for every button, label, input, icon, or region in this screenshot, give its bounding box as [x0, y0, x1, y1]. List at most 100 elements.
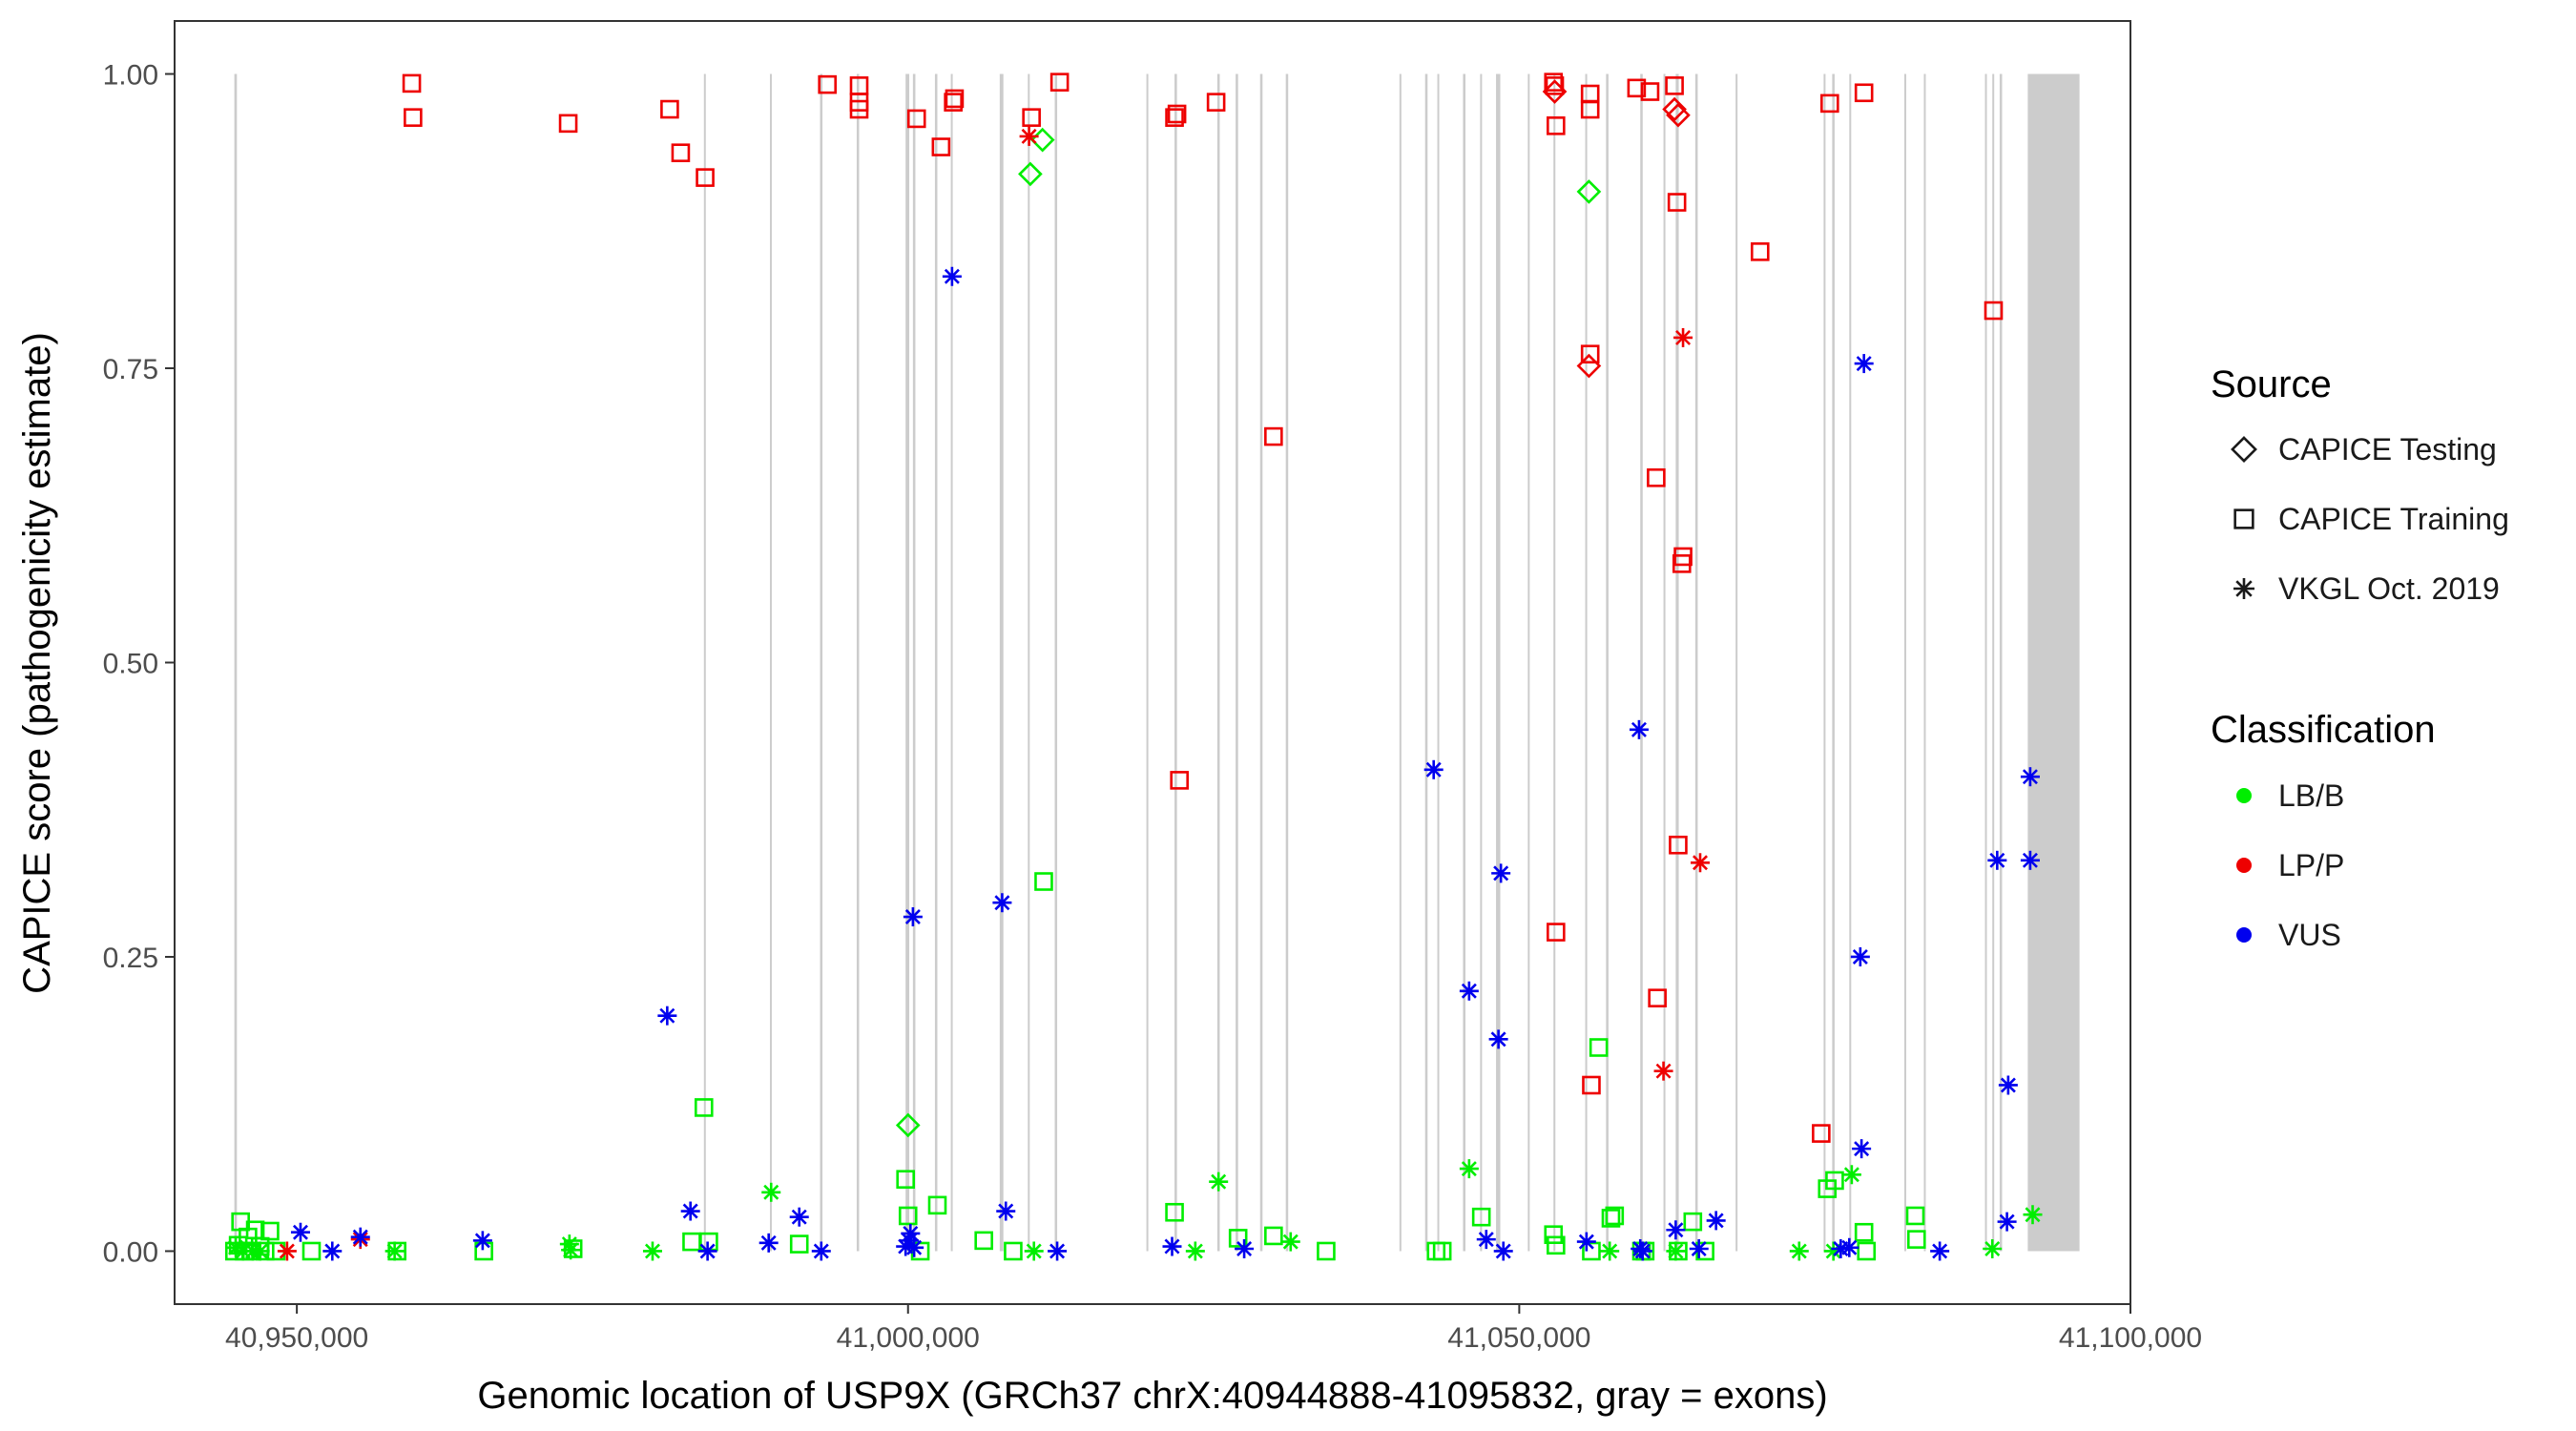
legend-key-vus — [2236, 927, 2252, 943]
legend: Source CAPICE Testing CAPICE Training VK… — [2211, 363, 2509, 952]
vkgl-oct-2019-lb-b-point-16 — [1789, 1241, 1809, 1261]
exon-band-25 — [1553, 73, 1556, 1252]
vkgl-oct-2019-lp-p-point-3 — [1653, 1061, 1673, 1081]
capice-training-lp-p-point-5 — [696, 168, 715, 187]
vkgl-oct-2019-vus-point-22 — [1459, 981, 1479, 1001]
exon-band-0 — [234, 73, 238, 1252]
exon-band-23 — [1496, 73, 1501, 1252]
capice-training-lp-p-point-20 — [1264, 426, 1283, 446]
vkgl-oct-2019-vus-point-33 — [1706, 1211, 1726, 1231]
exon-band-36 — [1903, 73, 1906, 1252]
legend-classification-title: Classification — [2211, 709, 2436, 751]
plot-panel-border — [174, 20, 2131, 1305]
capice-training-lp-p-point-28 — [1582, 1075, 1601, 1095]
vkgl-oct-2019-lb-b-point-20 — [2023, 1205, 2043, 1225]
vkgl-oct-2019-vus-point-44 — [2020, 850, 2040, 870]
capice-training-lp-p-point-19 — [1206, 93, 1226, 112]
exon-band-34 — [1832, 73, 1835, 1252]
vkgl-oct-2019-vus-point-28 — [1629, 719, 1649, 739]
vkgl-oct-2019-vus-point-4 — [657, 1006, 677, 1026]
capice-training-lp-p-point-17 — [1167, 104, 1187, 124]
x-tick-label-2: 41,050,000 — [1447, 1322, 1590, 1354]
exon-band-2 — [769, 73, 772, 1252]
vkgl-oct-2019-lb-b-point-8 — [761, 1182, 781, 1202]
exon-band-29 — [1663, 73, 1666, 1252]
capice-training-lb-b-point-48 — [1905, 1206, 1925, 1226]
legend-classification: Classification LB/B LP/P VUS — [2211, 709, 2436, 952]
exon-band-27 — [1606, 73, 1609, 1252]
capice-training-lb-b-point-42 — [1683, 1212, 1703, 1232]
axis-ticks: 0.00 0.25 0.50 0.75 1.00 40,950,000 41,000,000… — [103, 60, 2202, 1354]
vkgl-oct-2019-vus-point-15 — [942, 266, 962, 286]
vkgl-oct-2019-lp-p-point-4 — [1673, 327, 1693, 347]
vkgl-oct-2019-vus-point-6 — [697, 1241, 717, 1261]
vkgl-oct-2019-lb-b-point-9 — [1024, 1241, 1044, 1261]
exon-band-40 — [1999, 73, 2003, 1252]
vkgl-oct-2019-vus-point-31 — [1666, 1220, 1686, 1240]
capice-training-lb-b-point-20 — [898, 1206, 918, 1226]
vkgl-oct-2019-vus-point-40 — [1987, 850, 2007, 870]
exon-band-20 — [1437, 73, 1440, 1252]
legend-label-lbb: LB/B — [2278, 778, 2344, 813]
x-tick-label-3: 41,100,000 — [2059, 1322, 2202, 1354]
exon-band-22 — [1480, 73, 1483, 1252]
vkgl-oct-2019-lb-b-point-14 — [1600, 1241, 1620, 1261]
vkgl-oct-2019-lp-p-point-5 — [1691, 853, 1710, 873]
vkgl-oct-2019-vus-point-14 — [904, 1237, 924, 1257]
vkgl-oct-2019-vus-point-21 — [1423, 759, 1444, 779]
capice-training-lb-b-point-25 — [1034, 872, 1053, 891]
vkgl-oct-2019-lb-b-point-4 — [384, 1241, 405, 1261]
capice-training-lb-b-point-26 — [1165, 1202, 1184, 1222]
vkgl-oct-2019-vus-point-12 — [901, 1223, 921, 1243]
legend-label-capice-training: CAPICE Training — [2278, 502, 2509, 536]
exon-band-17 — [1285, 73, 1289, 1252]
exon-band-21 — [1463, 73, 1465, 1252]
exon-bands — [234, 73, 2080, 1252]
capice-training-lp-p-point-39 — [1812, 1124, 1831, 1143]
exon-band-5 — [905, 73, 910, 1252]
exon-band-12 — [1146, 73, 1149, 1252]
capice-training-lb-b-point-9 — [260, 1221, 280, 1241]
capice-training-lb-b-point-32 — [1471, 1207, 1491, 1227]
exon-band-14 — [1216, 73, 1220, 1252]
exon-band-15 — [1236, 73, 1238, 1252]
vkgl-oct-2019-vus-point-36 — [1850, 946, 1870, 966]
vkgl-oct-2019-vus-point-39 — [1930, 1241, 1950, 1261]
y-tick-label-4: 1.00 — [103, 60, 158, 92]
capice-training-lp-p-point-24 — [1547, 923, 1566, 942]
exon-band-41 — [2027, 73, 2080, 1252]
x-axis-title: Genomic location of USP9X (GRCh37 chrX:4… — [477, 1375, 1827, 1417]
capice-training-lp-p-point-14 — [1022, 108, 1041, 127]
capice-training-lp-p-point-13 — [945, 89, 965, 109]
legend-key-vkgl-oct-2019 — [2233, 578, 2254, 599]
exon-band-10 — [1028, 73, 1030, 1252]
data-points — [224, 73, 2043, 1261]
vkgl-oct-2019-vus-point-32 — [1689, 1239, 1709, 1259]
capice-training-lp-p-point-6 — [818, 74, 837, 94]
capice-training-lb-b-point-18 — [789, 1234, 809, 1254]
vkgl-oct-2019-lp-p-point-0 — [277, 1241, 297, 1261]
exon-band-39 — [1992, 73, 1995, 1252]
capice-training-lb-b-point-27 — [1228, 1229, 1248, 1248]
exon-band-30 — [1675, 73, 1679, 1252]
capice-training-lp-p-point-16 — [1165, 108, 1184, 127]
capice-training-lp-p-point-9 — [849, 99, 869, 119]
vkgl-oct-2019-vus-point-7 — [758, 1233, 779, 1253]
capice-training-lp-p-point-2 — [558, 114, 578, 134]
capice-training-lp-p-point-29 — [1627, 78, 1647, 98]
legend-key-lb-b — [2236, 788, 2252, 803]
exon-band-3 — [820, 73, 823, 1252]
vkgl-oct-2019-vus-point-1 — [322, 1241, 343, 1261]
vkgl-oct-2019-vus-point-16 — [992, 893, 1012, 913]
y-tick-label-0: 0.00 — [103, 1236, 158, 1268]
capice-training-lb-b-point-36 — [1589, 1038, 1609, 1057]
y-tick-label-3: 0.75 — [103, 354, 158, 385]
exon-band-26 — [1585, 73, 1588, 1252]
legend-label-lpp: LP/P — [2278, 848, 2344, 882]
exon-band-9 — [999, 73, 1004, 1252]
capice-training-lb-b-point-31 — [1432, 1241, 1452, 1261]
vkgl-oct-2019-vus-point-38 — [1854, 354, 1874, 374]
y-tick-label-1: 0.25 — [103, 943, 158, 974]
legend-source: Source CAPICE Testing CAPICE Training VK… — [2211, 363, 2509, 606]
vkgl-oct-2019-vus-point-2 — [350, 1227, 370, 1247]
